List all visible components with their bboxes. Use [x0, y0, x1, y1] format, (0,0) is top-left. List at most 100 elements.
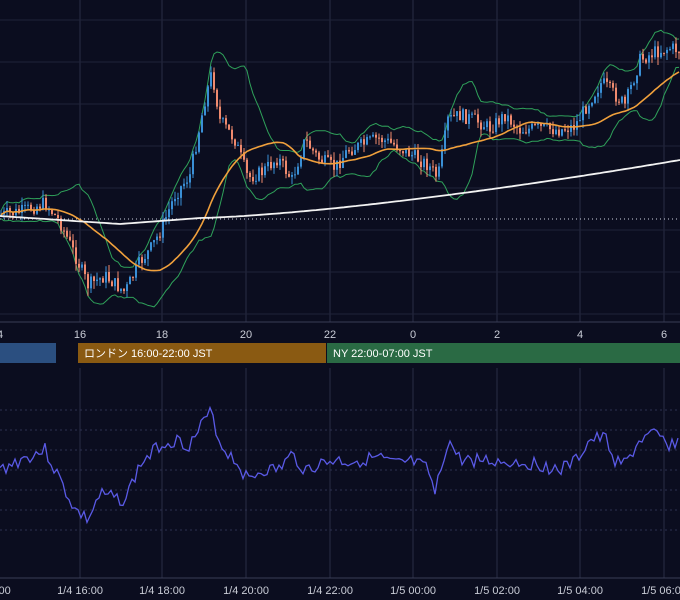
candle-body — [69, 236, 71, 241]
candle-body — [48, 209, 50, 211]
candle-body — [624, 96, 626, 104]
candle-body — [171, 201, 173, 210]
candle-body — [264, 166, 266, 176]
price-x-tick: 16 — [74, 329, 86, 341]
osc-x-tick: 1/5 04:00 — [557, 585, 603, 597]
candle-body — [360, 139, 362, 143]
price-x-tick: 2 — [494, 329, 500, 341]
candle-body — [84, 264, 86, 275]
candle-body — [504, 114, 506, 122]
candle-body — [180, 186, 182, 198]
candle-body — [21, 204, 23, 213]
candle-body — [72, 240, 74, 248]
candle-body — [345, 150, 347, 158]
candle-body — [678, 52, 680, 54]
candle-body — [51, 209, 53, 215]
candle-body — [462, 109, 464, 121]
candle-body — [510, 115, 512, 125]
candle-body — [639, 53, 641, 76]
candle-body — [102, 278, 104, 283]
session-label: NY 22:00-07:00 JST — [333, 348, 433, 360]
candle-body — [645, 59, 647, 63]
candle-body — [606, 78, 608, 82]
osc-x-tick: 1/4 22:00 — [307, 585, 353, 597]
candle-body — [324, 155, 326, 163]
candle-body — [222, 118, 224, 120]
candle-body — [564, 129, 566, 131]
candle-body — [234, 139, 236, 146]
candle-body — [192, 153, 194, 175]
candle-body — [669, 48, 671, 50]
candle-body — [396, 144, 398, 151]
candle-body — [636, 75, 638, 84]
price-x-tick: 18 — [156, 329, 168, 341]
candle-body — [291, 174, 293, 177]
candle-body — [657, 46, 659, 58]
candle-body — [105, 271, 107, 283]
candle-body — [351, 151, 353, 155]
candle-body — [615, 87, 617, 102]
candle-body — [561, 129, 563, 136]
candle-body — [66, 230, 68, 237]
candle-body — [132, 276, 134, 278]
candle-body — [93, 276, 95, 281]
candle-body — [549, 123, 551, 130]
candle-body — [585, 106, 587, 114]
candle-body — [147, 250, 149, 260]
candle-body — [453, 115, 455, 117]
candle-body — [618, 101, 620, 103]
candle-body — [240, 144, 242, 153]
candle-body — [216, 89, 218, 107]
moving-averages — [0, 71, 680, 272]
candle-body — [279, 158, 281, 166]
candle-body — [312, 148, 314, 151]
candle-body — [450, 115, 452, 117]
candle-body — [6, 208, 8, 211]
candle-body — [612, 83, 614, 88]
candle-body — [87, 274, 89, 289]
candle-body — [138, 257, 140, 265]
candle-body — [54, 214, 56, 216]
candle-body — [342, 157, 344, 169]
candle-body — [219, 106, 221, 119]
candle-body — [522, 132, 524, 134]
candle-body — [267, 161, 269, 167]
candle-body — [78, 263, 80, 268]
candle-body — [225, 118, 227, 125]
candle-body — [534, 123, 536, 125]
candle-body — [489, 121, 491, 132]
candle-body — [603, 78, 605, 84]
candle-body — [384, 140, 386, 143]
candle-body — [558, 129, 560, 136]
session-band — [0, 343, 56, 363]
candle-body — [306, 139, 308, 141]
price-x-tick: 4 — [577, 329, 583, 341]
candle-body — [135, 264, 137, 278]
candle-body — [285, 160, 287, 174]
candle-body — [477, 114, 479, 123]
candle-body — [162, 219, 164, 238]
candle-body — [591, 102, 593, 106]
candle-body — [288, 173, 290, 177]
candle-body — [594, 96, 596, 103]
candle-body — [468, 114, 470, 124]
candle-body — [129, 276, 131, 285]
grid-lines — [0, 0, 680, 579]
candle-body — [495, 118, 497, 132]
candle-body — [483, 127, 485, 130]
candle-body — [237, 144, 239, 146]
candle-body — [333, 159, 335, 170]
candle-body — [186, 182, 188, 184]
bollinger-bands — [0, 29, 680, 308]
candle-body — [414, 150, 416, 155]
candle-body — [540, 123, 542, 126]
candle-body — [282, 158, 284, 161]
session-label: ロンドン 16:00-22:00 JST — [84, 348, 213, 360]
candle-body — [465, 109, 467, 124]
candle-body — [375, 134, 377, 138]
candle-body — [426, 158, 428, 171]
candle-body — [270, 161, 272, 169]
candle-body — [117, 278, 119, 292]
osc-x-tick: 1/4 18:00 — [139, 585, 185, 597]
candle-body — [423, 158, 425, 168]
